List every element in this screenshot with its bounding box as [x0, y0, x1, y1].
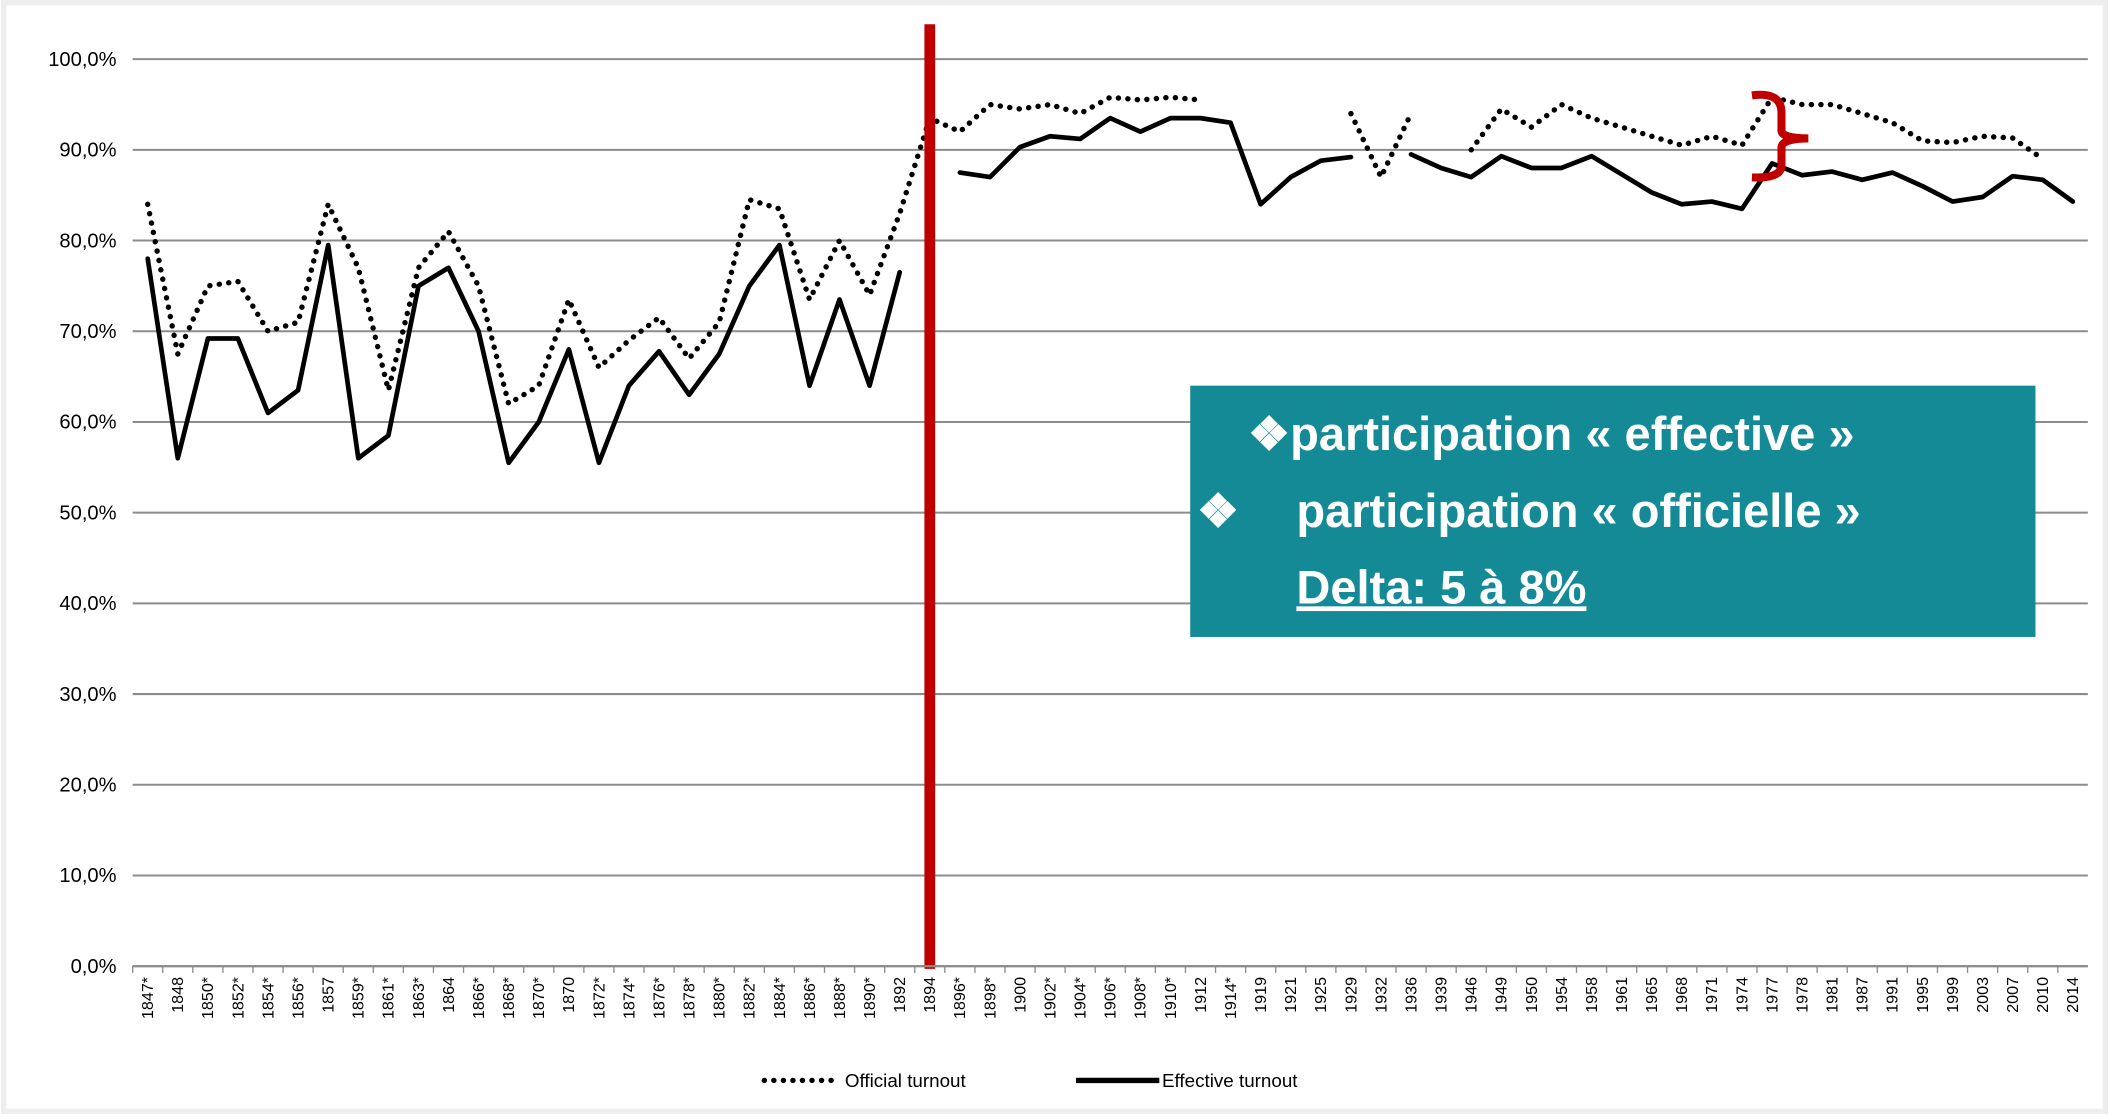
x-tick-label: 1974: [1733, 977, 1751, 1013]
x-tick-label: 1908*: [1132, 976, 1150, 1019]
x-tick-label: 1925: [1312, 977, 1330, 1013]
x-tick-label: 1882*: [741, 976, 759, 1019]
x-tick-label: 1847*: [139, 976, 157, 1019]
x-tick-label: 2014: [2064, 977, 2082, 1013]
x-tick-label: 1961: [1613, 977, 1631, 1013]
y-tick-label: 70,0%: [59, 321, 116, 343]
x-tick-label: 1874*: [620, 976, 638, 1019]
x-tick-label: 1904*: [1072, 976, 1090, 1019]
x-tick-label: 1929: [1342, 977, 1360, 1013]
y-tick-label: 30,0%: [59, 684, 116, 706]
x-tick-label: 1884*: [771, 976, 789, 1019]
annotation-text: ❖: [1197, 484, 1239, 537]
annotation-text: Delta: 5 à 8%: [1296, 560, 1586, 613]
annotation-box: [1190, 385, 2036, 637]
x-tick-label: 1896*: [951, 976, 969, 1019]
y-tick-label: 100,0%: [48, 49, 116, 71]
x-tick-label: 1852*: [229, 976, 247, 1019]
x-tick-label: 2003: [1974, 977, 1992, 1013]
x-tick-label: 1958: [1583, 977, 1601, 1013]
x-tick-label: 1880*: [711, 976, 729, 1019]
x-tick-label: 1906*: [1102, 976, 1120, 1019]
y-tick-label: 0,0%: [71, 956, 117, 978]
x-tick-label: 1995: [1914, 977, 1932, 1013]
x-tick-label: 1978: [1793, 977, 1811, 1013]
x-tick-label: 1910*: [1162, 976, 1180, 1019]
x-tick-label: 1888*: [831, 976, 849, 1019]
x-tick-label: 1872*: [590, 976, 608, 1019]
x-tick-label: 1981: [1824, 977, 1842, 1013]
x-tick-label: 1898*: [981, 976, 999, 1019]
x-tick-label: 1991: [1884, 977, 1902, 1013]
x-tick-label: 1870: [560, 977, 578, 1013]
y-tick-label: 80,0%: [59, 230, 116, 252]
brace: [1751, 90, 1809, 182]
x-tick-label: 1894: [921, 977, 939, 1013]
x-tick-label: 1857: [320, 977, 338, 1013]
x-tick-label: 1848: [169, 977, 187, 1013]
y-tick-label: 20,0%: [59, 774, 116, 796]
x-tick-label: 1946: [1463, 977, 1481, 1013]
annotation-text: participation « officielle »: [1296, 484, 1860, 537]
legend-label: Effective turnout: [1162, 1070, 1298, 1091]
x-tick-label: 1968: [1673, 977, 1691, 1013]
x-tick-label: 1921: [1282, 977, 1300, 1013]
x-tick-label: 1914*: [1222, 976, 1240, 1019]
x-tick-label: 1977: [1763, 977, 1781, 1013]
x-tick-label: 1850*: [199, 976, 217, 1019]
y-tick-label: 90,0%: [59, 140, 116, 162]
y-tick-label: 10,0%: [59, 865, 116, 887]
y-tick-label: 60,0%: [59, 412, 116, 434]
x-tick-label: 1950: [1523, 977, 1541, 1013]
x-tick-label: 1868*: [500, 976, 518, 1019]
x-tick-label: 1932: [1372, 977, 1390, 1013]
x-tick-label: 1876*: [650, 976, 668, 1019]
y-tick-label: 50,0%: [59, 502, 116, 524]
x-tick-label: 1863*: [410, 976, 428, 1019]
series-line: [145, 115, 2076, 466]
x-tick-label: 1861*: [380, 976, 398, 1019]
x-tick-label: 1999: [1944, 977, 1962, 1013]
x-tick-label: 1954: [1553, 977, 1571, 1013]
x-tick-label: 1854*: [259, 976, 277, 1019]
x-tick-label: 1900: [1011, 977, 1029, 1013]
x-tick-label: 1864: [440, 977, 458, 1013]
annotation-text: ❖participation « effective »: [1248, 407, 1855, 460]
x-tick-label: 1890*: [861, 976, 879, 1019]
x-tick-label: 1902*: [1041, 976, 1059, 1019]
x-tick-label: 1949: [1493, 977, 1511, 1013]
x-tick-label: 1856*: [289, 976, 307, 1019]
x-tick-label: 1936: [1402, 977, 1420, 1013]
x-tick-label: 1886*: [801, 976, 819, 1019]
legend-label: Official turnout: [845, 1070, 967, 1091]
x-tick-label: 2007: [2004, 977, 2022, 1013]
x-tick-label: 1919: [1252, 977, 1270, 1013]
x-tick-label: 1866*: [470, 976, 488, 1019]
x-tick-label: 1878*: [681, 976, 699, 1019]
x-tick-label: 1912: [1192, 977, 1210, 1013]
x-tick-label: 1939: [1433, 977, 1451, 1013]
x-tick-label: 1859*: [350, 976, 368, 1019]
x-tick-label: 1870*: [530, 976, 548, 1019]
series-line: [145, 94, 2046, 407]
x-tick-label: 1987: [1854, 977, 1872, 1013]
y-tick-label: 40,0%: [59, 593, 116, 615]
x-tick-label: 2010: [2034, 977, 2052, 1013]
x-tick-label: 1971: [1703, 977, 1721, 1013]
x-tick-label: 1965: [1643, 977, 1661, 1013]
x-tick-label: 1892: [891, 977, 909, 1013]
